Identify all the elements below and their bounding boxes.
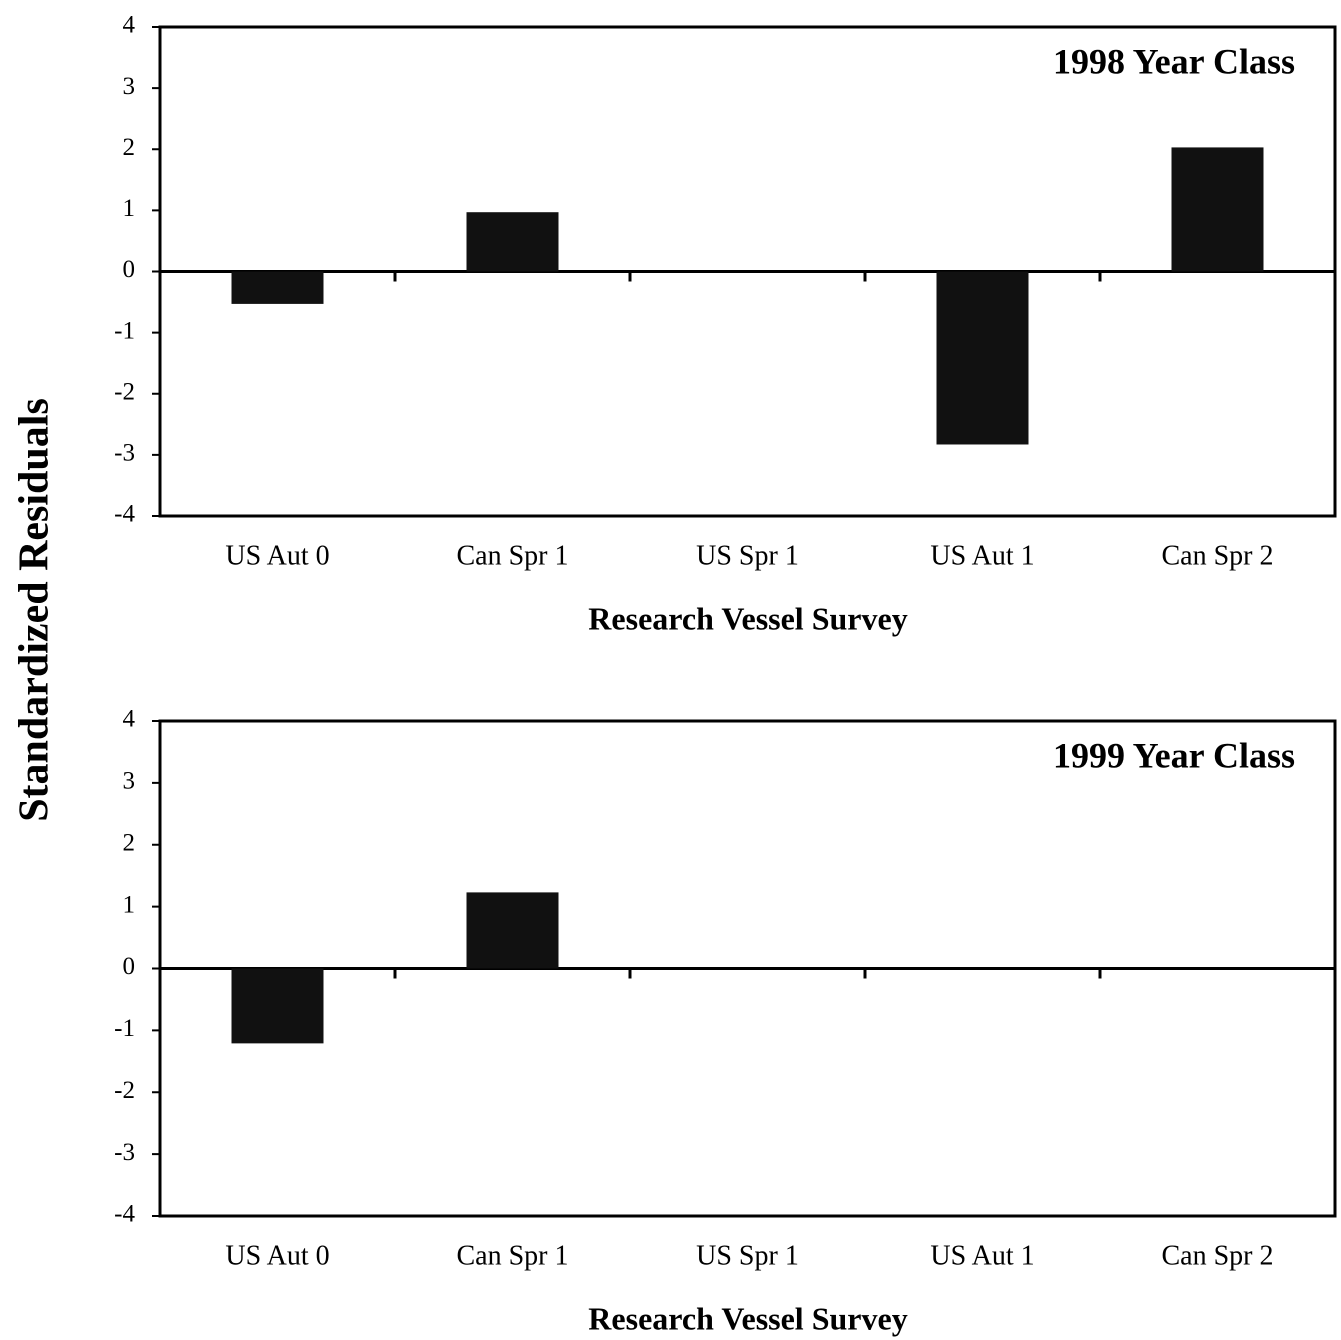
y-tick-label: -1	[114, 1015, 135, 1042]
x-tick-label: US Spr 1	[696, 540, 799, 571]
y-tick-label: -2	[114, 1077, 135, 1104]
y-tick-label: 1	[123, 195, 136, 222]
y-tick-label: -3	[114, 1139, 135, 1166]
y-tick-label: -4	[114, 1201, 135, 1228]
y-tick-label: -1	[114, 317, 135, 344]
bar	[466, 892, 559, 969]
y-tick-label: 0	[123, 953, 136, 980]
y-tick-label: 2	[123, 829, 136, 856]
y-tick-label: 4	[123, 706, 136, 733]
y-tick-label: 1	[123, 891, 136, 918]
x-tick-label: US Aut 0	[225, 540, 329, 571]
bar	[466, 212, 559, 272]
y-tick-label: 2	[123, 134, 136, 161]
x-tick-label: Can Spr 2	[1162, 540, 1274, 571]
y-tick-label: 4	[123, 12, 136, 39]
bar	[231, 271, 324, 304]
x-axis-label: Research Vessel Survey	[588, 1300, 907, 1336]
chart-title: 1998 Year Class	[1053, 41, 1295, 81]
bar	[231, 968, 324, 1044]
x-tick-label: US Aut 0	[225, 1240, 329, 1271]
y-tick-label: -3	[114, 440, 135, 467]
x-tick-label: Can Spr 1	[457, 1240, 569, 1271]
y-tick-label: 0	[123, 256, 136, 283]
y-axis-label: Standardized Residuals	[12, 398, 58, 822]
x-tick-label: Can Spr 1	[457, 540, 569, 571]
x-tick-label: US Aut 1	[930, 1240, 1034, 1271]
bar	[936, 271, 1029, 445]
x-axis-label: Research Vessel Survey	[588, 600, 907, 636]
chart-title: 1999 Year Class	[1053, 735, 1295, 775]
x-tick-label: US Aut 1	[930, 540, 1034, 571]
y-tick-label: -2	[114, 378, 135, 405]
y-tick-label: 3	[123, 73, 136, 100]
x-tick-label: Can Spr 2	[1162, 1240, 1274, 1271]
y-tick-label: 3	[123, 768, 136, 795]
bar	[1171, 147, 1264, 272]
y-tick-label: -4	[114, 501, 135, 528]
x-tick-label: US Spr 1	[696, 1240, 799, 1271]
